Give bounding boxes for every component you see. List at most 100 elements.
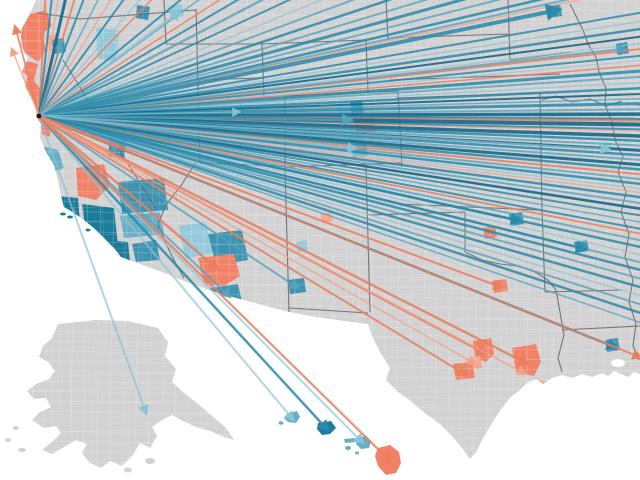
inbound-flow-line [38, 115, 640, 324]
inbound-flow-line [38, 114, 640, 315]
flow-arrowhead [10, 46, 19, 58]
flow-arrowhead [491, 279, 505, 290]
alaska-island [145, 458, 155, 464]
origin-hub-dot [36, 113, 42, 119]
flow-arrowhead [380, 451, 393, 464]
alaska-island [18, 448, 26, 452]
flow-arrowhead [317, 419, 331, 433]
inbound-flow-line [38, 115, 640, 256]
inbound-flow-line [38, 0, 125, 117]
inbound-flow-line [38, 114, 348, 122]
flow-arrowhead [341, 113, 355, 127]
inbound-flow-line [38, 11, 178, 118]
inbound-flow-line [37, 0, 67, 117]
inbound-flow-line [38, 111, 237, 117]
inbound-flow-line [38, 9, 554, 118]
inbound-flow-line [38, 114, 640, 210]
inbound-flow-line [38, 0, 265, 118]
inbound-flow-line [38, 45, 61, 117]
migration-flow-lines [10, 0, 640, 464]
state-border-line [561, 325, 640, 331]
inbound-flow-line [38, 115, 296, 287]
inbound-flow-line [38, 0, 356, 117]
flow-arrowhead [509, 212, 524, 226]
flow-arrowhead [456, 366, 469, 377]
inbound-flow-line [38, 114, 640, 186]
inbound-flow-line [38, 115, 640, 223]
outbound-flow-line [38, 115, 389, 460]
inbound-flow-line [38, 0, 393, 118]
inbound-flow-line [38, 0, 467, 118]
outbound-flow-line [38, 0, 153, 117]
flow-arrowhead [615, 44, 628, 55]
inbound-flow-line [38, 115, 326, 428]
outbound-flow-line [38, 114, 525, 364]
channel-island [60, 212, 66, 216]
outbound-flow-line [38, 115, 638, 357]
outbound-flow-line [38, 0, 221, 117]
flow-arrowhead [466, 355, 477, 365]
channel-island [67, 215, 73, 219]
lake [611, 359, 625, 367]
channel-island [85, 228, 91, 232]
outbound-flow-line [38, 115, 464, 374]
inbound-flow-line [38, 0, 240, 117]
alaska-island [5, 438, 11, 442]
inbound-flow-line [38, 0, 429, 117]
flow-arrowhead [206, 258, 220, 271]
outbound-flow-line [12, 51, 40, 117]
flow-arrowhead [600, 143, 612, 155]
outbound-flow-line [38, 0, 47, 117]
flow-arrowhead [169, 8, 184, 21]
inbound-flow-line [38, 115, 640, 297]
outbound-flow-line [38, 115, 640, 235]
flow-arrowhead [352, 433, 365, 445]
inbound-flow-line [38, 59, 640, 117]
hawaii-island [345, 446, 351, 450]
inbound-flow-line [38, 115, 606, 150]
inbound-flow-line [38, 115, 146, 411]
flow-arrowhead [12, 23, 23, 36]
inbound-flow-line [38, 115, 640, 306]
inbound-flow-line [38, 115, 292, 418]
outbound-flow-line [38, 115, 499, 287]
outbound-flow-line [38, 115, 215, 267]
outbound-flow-line [38, 115, 523, 373]
flow-arrowhead [283, 410, 296, 423]
inbound-flow-line [38, 115, 640, 217]
flow-arrowhead [515, 365, 528, 375]
alaska-island [13, 426, 19, 430]
inbound-flow-line [38, 35, 640, 117]
flow-arrowhead [288, 278, 301, 290]
inbound-flow-line [38, 0, 323, 117]
inbound-flow-line [38, 0, 85, 117]
inbound-flow-line [38, 0, 99, 117]
inbound-flow-line [38, 0, 182, 117]
state-border-line [555, 289, 565, 373]
flow-arrowhead [54, 40, 64, 52]
inbound-flow-line [38, 114, 640, 289]
hawaii-island [355, 451, 359, 455]
inbound-flow-line [38, 115, 353, 149]
inbound-flow-line [38, 114, 517, 222]
state-border-line [37, 9, 197, 20]
inbound-flow-line [38, 0, 502, 117]
flow-arrowhead [138, 403, 149, 417]
inbound-flow-line [38, 114, 582, 250]
flow-arrowhead [232, 107, 242, 117]
inbound-flow-line [38, 0, 292, 117]
flow-arrowhead [544, 4, 563, 21]
hawaii-island [278, 421, 284, 425]
inbound-flow-line [38, 114, 640, 272]
outbound-flow-line [15, 29, 40, 117]
inbound-flow-line [38, 48, 622, 117]
outbound-flow-line [38, 0, 112, 117]
flow-arrowhead [574, 240, 589, 253]
state-border-line [288, 307, 369, 314]
flow-arrowhead [516, 354, 531, 366]
inbound-flow-line [38, 0, 53, 117]
inbound-flow-line [38, 11, 640, 117]
outbound-flow-line [38, 115, 473, 363]
